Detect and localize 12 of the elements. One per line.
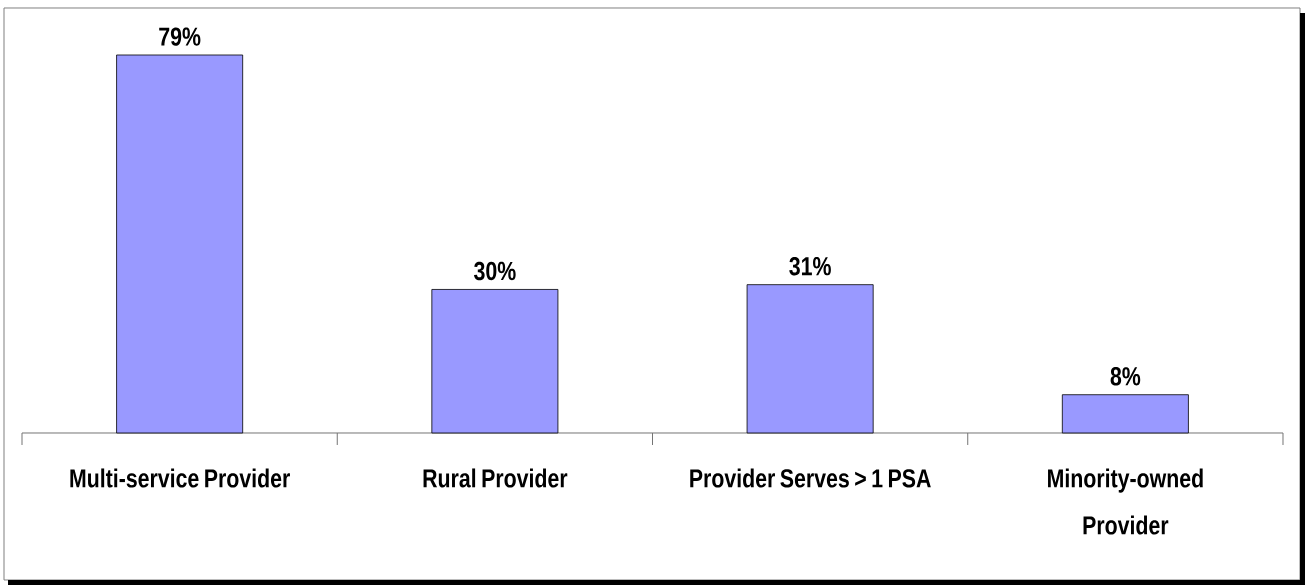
bar — [116, 54, 244, 434]
bar — [1061, 394, 1189, 434]
x-tick-label: Minority-owned Provider — [1048, 468, 1203, 535]
data-label: 79% — [159, 27, 201, 46]
data-label: 30% — [474, 261, 516, 281]
data-label: 31% — [789, 257, 831, 276]
x-tick-label: Provider Serves > 1 PSA — [690, 468, 931, 488]
data-label: 8% — [1110, 367, 1141, 386]
x-tick-label: Rural Provider — [423, 468, 568, 488]
bar — [431, 289, 559, 434]
bar — [746, 284, 874, 434]
x-tick-label: Multi-service Provider — [70, 468, 290, 488]
